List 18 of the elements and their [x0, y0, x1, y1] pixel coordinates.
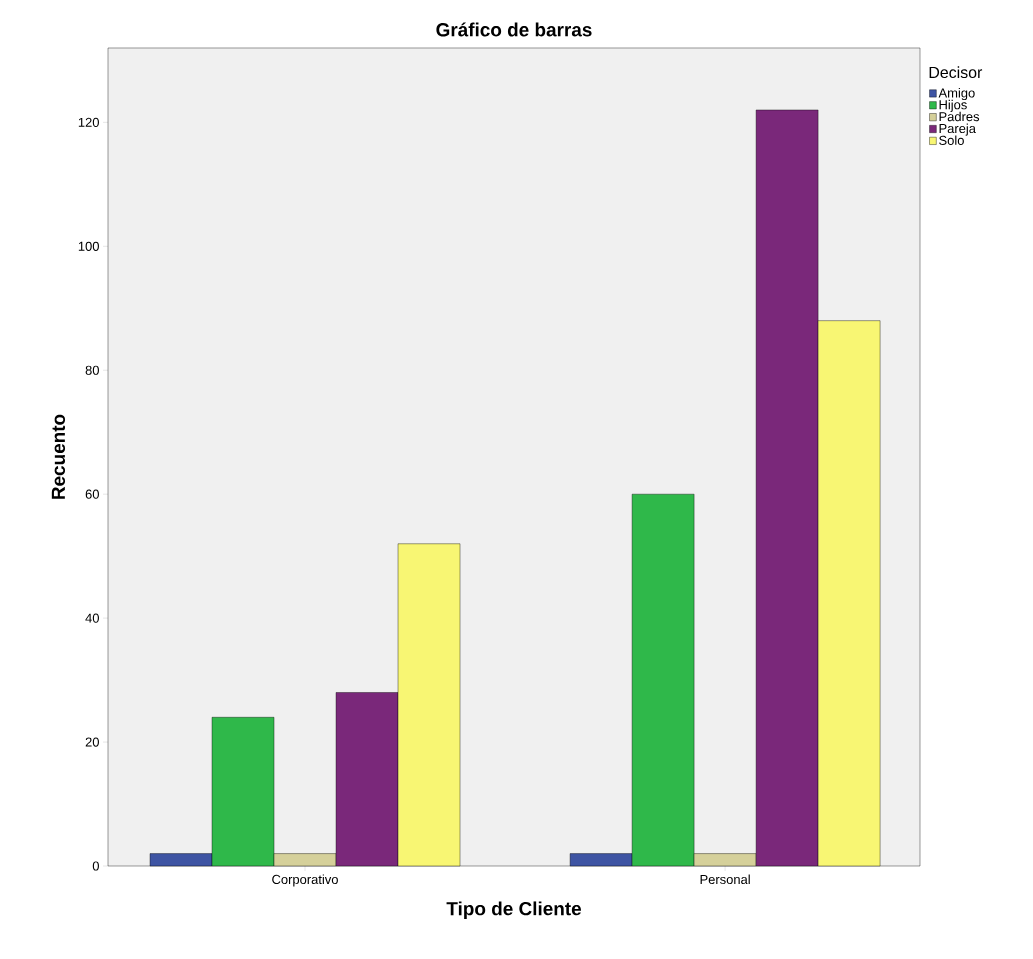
legend-label: Padres: [939, 111, 980, 122]
y-tick-label: 120: [78, 117, 99, 127]
y-tick-label: 20: [85, 737, 99, 747]
y-axis-title: Recuento: [51, 414, 66, 499]
x-tick-label: Personal: [700, 874, 750, 885]
y-tick-label: 100: [78, 241, 99, 251]
x-tick-label: Corporativo: [272, 874, 338, 887]
x-axis-title: Tipo de Cliente: [446, 901, 582, 920]
y-tick-label: 80: [85, 365, 99, 375]
legend-label: Pareja: [939, 123, 976, 136]
legend-label: Amigo: [938, 87, 975, 101]
y-tick-label: 60: [85, 489, 99, 499]
y-tick-label: 40: [85, 613, 99, 623]
legend-label: Hijos: [939, 99, 967, 112]
legend-label: Solo: [939, 135, 964, 145]
legend-title: Decisor: [929, 66, 983, 79]
y-tick-label: 0: [92, 861, 99, 871]
chart-title: Gráfico de barras: [436, 22, 592, 37]
